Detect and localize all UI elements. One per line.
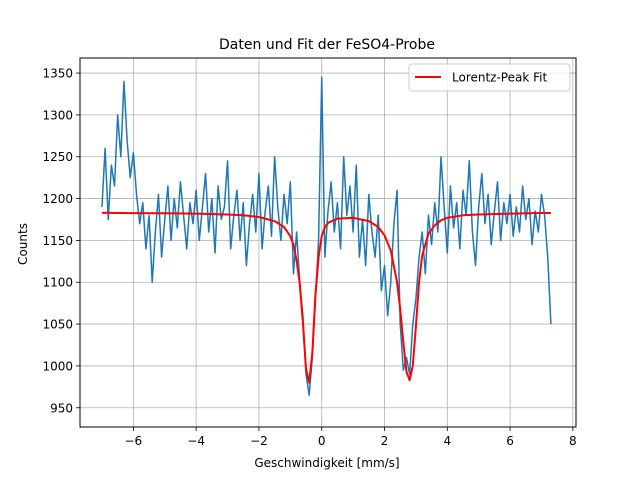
y-tick-label: 1000 <box>42 359 73 373</box>
data-series-line <box>101 76 552 396</box>
y-tick-label: 1050 <box>42 318 73 332</box>
y-tick-label: 1150 <box>42 234 73 248</box>
y-tick-label: 950 <box>50 401 73 415</box>
fit-series-line <box>101 211 551 384</box>
y-tick-label: 1350 <box>42 67 73 81</box>
y-tick-label: 1100 <box>42 276 73 290</box>
x-tick-label: 2 <box>381 434 389 448</box>
legend: Lorentz-Peak Fit <box>408 63 571 92</box>
y-tick-label: 1300 <box>42 108 73 122</box>
chart-title: Daten und Fit der FeSO4-Probe <box>219 37 435 53</box>
x-tick-label: −2 <box>250 434 268 448</box>
legend-fit-label: Lorentz-Peak Fit <box>452 71 547 85</box>
y-tick-label: 1200 <box>42 192 73 206</box>
x-tick-label: −4 <box>187 434 205 448</box>
x-tick-label: 8 <box>569 434 577 448</box>
legend-box <box>408 63 571 92</box>
x-tick-label: 6 <box>506 434 514 448</box>
x-tick-label: 4 <box>443 434 451 448</box>
plot-frame <box>79 57 577 428</box>
x-tick-label: −6 <box>125 434 143 448</box>
x-tick-label: 0 <box>318 434 326 448</box>
tick-layer: −6 −4 −2 0 2 4 6 8 950 1000 1050 1100 1150 1200 1250 13… <box>42 67 576 448</box>
y-tick-label: 1250 <box>42 150 73 164</box>
y-axis-label: Counts <box>16 223 30 265</box>
series-layer <box>101 76 552 396</box>
x-axis-label: Geschwindigkeit [mm/s] <box>254 456 399 470</box>
